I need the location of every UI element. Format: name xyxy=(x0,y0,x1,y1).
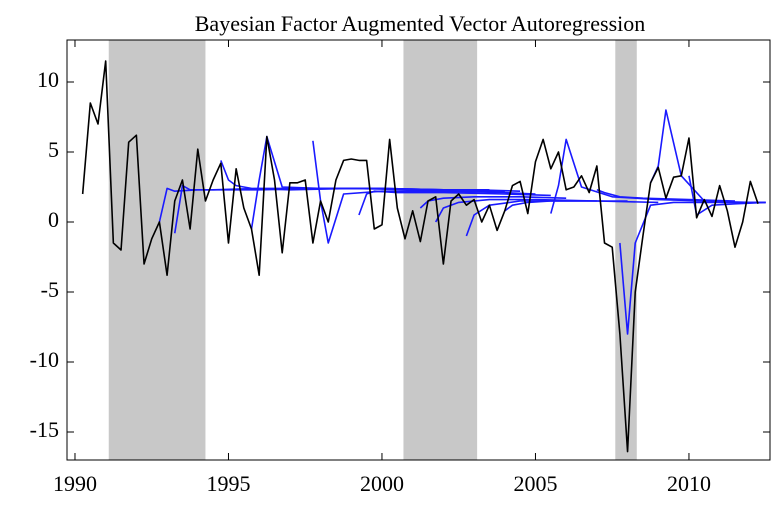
x-tick-label: 1990 xyxy=(53,471,97,496)
forecast-line xyxy=(358,190,551,216)
recession-band xyxy=(615,40,637,460)
plot-frame xyxy=(66,39,771,461)
x-tick-label: 1995 xyxy=(206,471,250,496)
y-tick-label: 5 xyxy=(48,137,59,162)
forecast-line xyxy=(550,138,705,214)
chart-title: Bayesian Factor Augmented Vector Autoreg… xyxy=(195,11,646,36)
y-tick-label: 0 xyxy=(48,207,59,232)
forecast-line xyxy=(419,196,567,209)
forecast-line xyxy=(688,175,766,216)
x-tick-label: 2005 xyxy=(513,471,557,496)
y-tick-label: -10 xyxy=(30,347,59,372)
recession-band xyxy=(403,40,478,460)
y-tick-label: -5 xyxy=(41,277,59,302)
forecast-line xyxy=(504,200,659,212)
y-tick-label: -15 xyxy=(30,417,59,442)
recession-band xyxy=(108,40,206,460)
x-tick-label: 2010 xyxy=(667,471,711,496)
x-tick-label: 2000 xyxy=(360,471,404,496)
forecast-line xyxy=(250,135,505,230)
forecast-line xyxy=(619,201,766,335)
data-line xyxy=(81,60,759,453)
forecast-line xyxy=(312,140,536,244)
y-tick-label: 10 xyxy=(37,67,59,92)
forecast-line xyxy=(596,189,736,202)
